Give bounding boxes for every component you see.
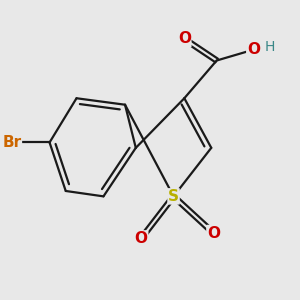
Text: O: O <box>135 231 148 246</box>
Text: H: H <box>265 40 275 54</box>
Text: O: O <box>247 42 260 57</box>
Text: Br: Br <box>2 135 21 150</box>
Text: S: S <box>168 189 179 204</box>
Text: O: O <box>207 226 220 241</box>
Text: O: O <box>178 32 191 46</box>
